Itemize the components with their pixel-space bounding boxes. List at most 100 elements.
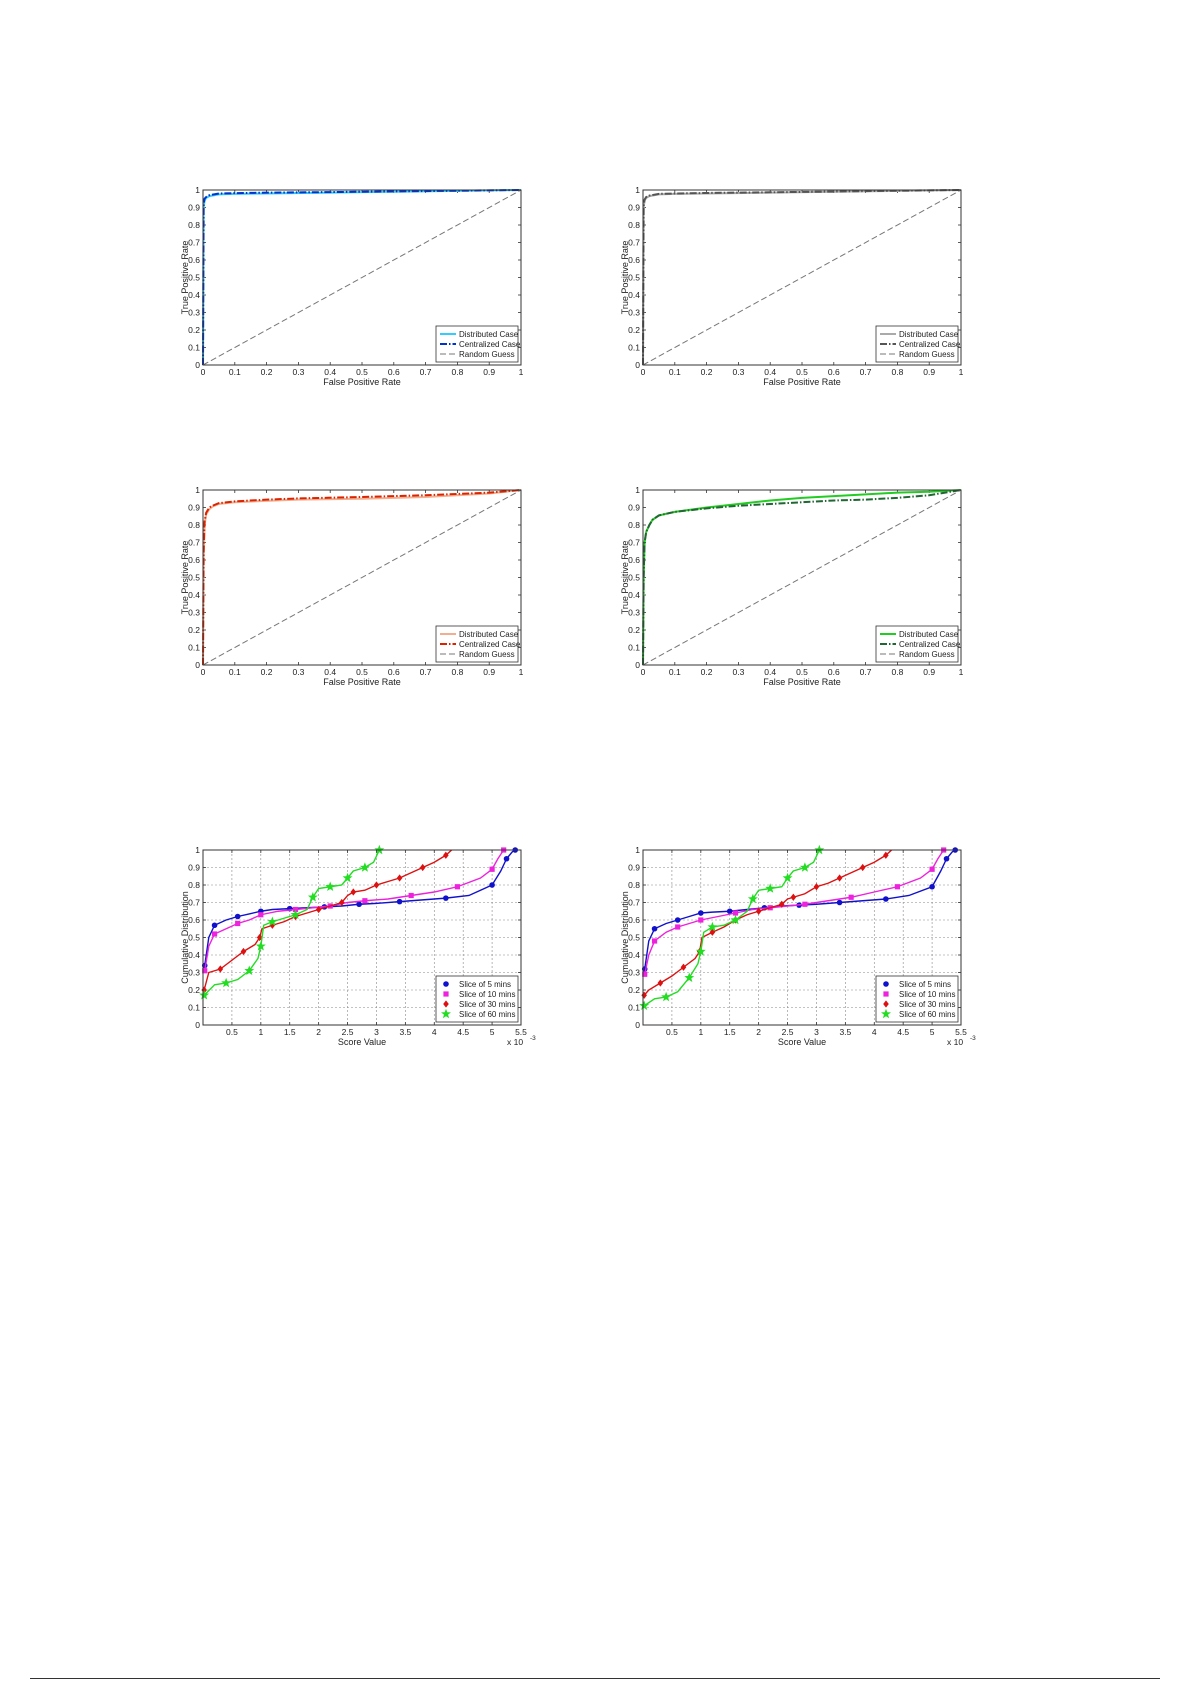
x-tick-label: 2.5 [342,1027,354,1037]
series-random-guess [202,189,522,366]
x-tick-label: 0.3 [292,367,304,377]
x-tick-label: 5 [930,1027,935,1037]
data-point-slice-of-10-mins [642,971,648,977]
y-tick-label: 0.7 [628,898,640,908]
x-tick-label: 0.9 [483,667,495,677]
y-tick-label: 0.7 [188,898,200,908]
x-tick-label: 1.5 [724,1027,736,1037]
series-line-centralized-case [202,489,522,666]
legend-marker-slice-of-5-mins [883,981,889,987]
x-tick-label: 4.5 [897,1027,909,1037]
x-tick-label: 3 [814,1027,819,1037]
y-tick-label: 0.8 [628,880,640,890]
data-point-slice-of-5-mins [883,896,889,902]
data-point-slice-of-5-mins [234,913,241,920]
y-tick-label: 0.6 [188,555,200,565]
y-tick-label: 0.9 [188,203,200,213]
series-centralized-case [642,189,962,366]
x-tick-label: 5.5 [515,1027,527,1037]
data-point-slice-of-60-mins [221,977,232,988]
y-tick-label: 0.2 [188,985,200,995]
data-point-slice-of-10-mins [929,866,935,872]
data-point-slice-of-10-mins [802,901,808,907]
y-tick-label: 0.5 [188,933,200,943]
series-centralized-case [202,489,522,666]
data-point-slice-of-60-mins [661,991,672,1002]
x-tick-label: 4.5 [457,1027,469,1037]
y-axis-label: True Positive Rate [620,541,630,615]
y-tick-label: 0.5 [188,573,200,583]
data-point-slice-of-10-mins [202,968,208,974]
x-tick-label: 0.6 [828,367,840,377]
roc-chart-top-left: 0 0.1 0.2 0.3 0.4 0.5 0.6 0.7 0.8 0.9 1 0 0.1 0.2 0.3 0… [180,185,524,387]
data-point-slice-of-10-mins [651,938,658,944]
data-point-slice-of-30-mins [755,907,762,915]
data-point-slice-of-5-mins [443,895,449,901]
y-tick-label: 0.6 [628,555,640,565]
data-point-slice-of-60-mins [639,1000,650,1010]
data-point-slice-of-30-mins [396,874,403,882]
x-tick-label: 0 [201,667,206,677]
y-tick-label: 0 [635,660,640,670]
series-slice-of-30-mins [201,849,453,994]
legend-label-slice-of-30-mins: Slice of 30 mins [459,1000,515,1009]
axes-frame [642,849,962,1026]
x-tick-label: 5.5 [955,1027,967,1037]
data-point-slice-of-60-mins [267,916,278,926]
x-tick-label: 0.2 [701,667,713,677]
series-line-random-guess [642,189,962,366]
data-point-slice-of-60-mins [782,872,793,883]
data-point-slice-of-5-mins [698,910,704,916]
x-tick-label: 0.4 [764,667,776,677]
series-random-guess [642,489,962,666]
legend-label-distributed-case: Distributed Case [899,630,959,639]
x-tick-label: 5 [490,1027,495,1037]
y-tick-label: 0.4 [188,950,200,960]
x-tick-label: 1 [959,667,964,677]
x-tick-label: 0.7 [860,667,872,677]
data-point-slice-of-5-mins [489,882,495,888]
y-tick-label: 0.1 [628,1003,640,1013]
x-tick-label: 0.5 [356,667,368,677]
x-axis-label: False Positive Rate [763,377,841,387]
series-line-random-guess [202,189,522,366]
y-tick-label: 0.5 [628,933,640,943]
y-tick-label: 0.1 [188,1003,200,1013]
x-tick-label: 1 [959,367,964,377]
series-random-guess [642,189,962,366]
data-point-slice-of-5-mins [943,855,950,862]
x-tick-label: 0.8 [891,667,903,677]
x-axis-multiplier-exponent: -3 [530,1035,536,1042]
x-tick-label: 0.9 [923,367,935,377]
y-tick-label: 0.3 [628,968,640,978]
x-tick-label: 3.5 [839,1027,851,1037]
footer-rule [30,1678,1160,1679]
y-tick-label: 0.1 [628,343,640,353]
data-point-slice-of-60-mins [684,972,695,982]
legend-label-slice-of-5-mins: Slice of 5 mins [899,980,951,989]
series-line-slice-of-30-mins [643,849,893,996]
y-tick-label: 0 [195,360,200,370]
data-point-slice-of-5-mins [726,908,733,915]
x-tick-label: 0.3 [292,667,304,677]
data-point-slice-of-60-mins [695,946,706,956]
y-tick-label: 0.1 [188,343,200,353]
x-tick-label: 0.1 [669,367,681,377]
x-tick-label: 0 [641,367,646,377]
x-tick-label: 0.5 [356,367,368,377]
x-tick-label: 0.9 [483,367,495,377]
y-tick-label: 0.9 [628,503,640,513]
y-axis-label: Cumulative Distribution [620,891,630,984]
y-tick-label: 0.9 [628,203,640,213]
x-axis-multiplier: x 10 [507,1037,523,1047]
y-axis-label: True Positive Rate [180,241,190,315]
y-tick-label: 0.8 [188,880,200,890]
y-axis-label: Cumulative Distribution [180,891,190,984]
y-tick-label: 0.5 [628,573,640,583]
legend-marker-slice-of-60-mins [441,1008,451,1019]
data-point-slice-of-60-mins [244,965,255,975]
series-line-centralized-case [642,489,962,666]
data-point-slice-of-10-mins [894,884,900,890]
data-point-slice-of-5-mins [396,898,403,905]
y-tick-label: 0 [195,660,200,670]
